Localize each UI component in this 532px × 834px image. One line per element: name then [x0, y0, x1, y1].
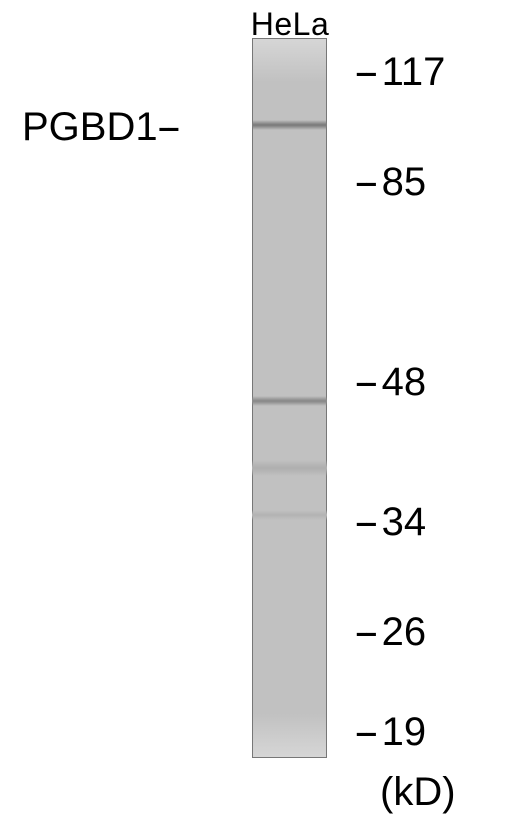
protein-label: PGBD1 --	[22, 105, 176, 150]
mw-tick: --	[355, 360, 374, 405]
blot-band	[252, 120, 327, 130]
blot-band	[252, 396, 327, 406]
mw-value: 117	[382, 50, 446, 95]
mw-tick: --	[355, 50, 374, 95]
protein-label-tick: --	[158, 105, 177, 150]
mw-tick: --	[355, 500, 374, 545]
blot-canvas: HeLa PGBD1 -- (kD) --117--85--48--34--26…	[0, 0, 532, 834]
blot-lane	[252, 38, 327, 758]
unit-label: (kD)	[380, 770, 456, 815]
mw-marker: --117	[355, 50, 445, 95]
mw-value: 34	[382, 500, 427, 545]
mw-marker: --34	[355, 500, 426, 545]
blot-band	[252, 460, 327, 476]
mw-value: 26	[382, 610, 427, 655]
mw-marker: --48	[355, 360, 426, 405]
protein-label-text: PGBD1	[22, 105, 158, 150]
mw-tick: --	[355, 160, 374, 205]
mw-value: 48	[382, 360, 427, 405]
mw-tick: --	[355, 610, 374, 655]
mw-value: 19	[382, 710, 427, 755]
mw-marker: --19	[355, 710, 426, 755]
blot-band	[252, 510, 327, 520]
mw-tick: --	[355, 710, 374, 755]
mw-marker: --85	[355, 160, 426, 205]
mw-value: 85	[382, 160, 427, 205]
mw-marker: --26	[355, 610, 426, 655]
